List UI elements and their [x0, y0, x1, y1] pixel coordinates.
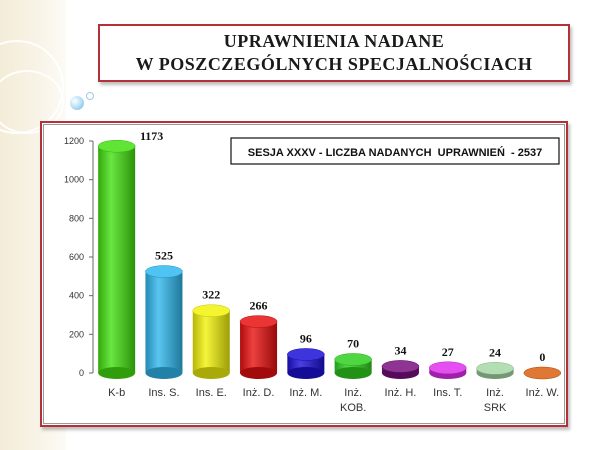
data-label: 266 [250, 299, 268, 313]
category-label: Ins. E. [196, 387, 227, 399]
decorative-bubble [86, 92, 94, 100]
category-label: KOB. [340, 402, 366, 414]
data-labels: 1173 525 322 266 96 70 34 27 24 0 [140, 129, 545, 364]
decorative-bubble [70, 96, 84, 110]
y-tick-label: 800 [69, 213, 84, 223]
category-label: Inż. M. [289, 387, 322, 399]
bar [97, 139, 136, 379]
bar [523, 366, 562, 380]
data-label: 1173 [140, 129, 163, 143]
slide-title-line-1: UPRAWNIENIA NADANE [223, 31, 445, 51]
chart-title: SESJA XXXV - LICZBA NADANYCH UPRAWNIEŃ -… [248, 146, 542, 159]
y-tick-label: 200 [69, 329, 84, 339]
category-label: Ins. T. [433, 387, 462, 399]
y-tick-label: 1200 [64, 136, 84, 146]
y-tick-label: 600 [69, 252, 84, 262]
category-label: Inż. W. [526, 387, 560, 399]
bar [429, 361, 467, 379]
category-labels: K-b Ins. S. Ins. E. Inż. D. Inż. M. Inż. KOB. I… [108, 387, 559, 414]
data-label: 322 [202, 288, 220, 302]
category-label: Ins. S. [148, 387, 179, 399]
y-axis: 0 200 400 600 800 1000 1200 [64, 136, 94, 378]
slide-title-box: UPRAWNIENIA NADANE W POSZCZEGÓLNYCH SPEC… [98, 24, 570, 82]
bar [334, 353, 372, 379]
data-label: 34 [394, 343, 406, 357]
data-label: 70 [347, 336, 359, 350]
data-label: 96 [300, 331, 312, 345]
bar [145, 265, 183, 379]
data-label: 27 [442, 345, 454, 359]
category-label: Inż. D. [243, 387, 275, 399]
category-label: SRK [484, 402, 507, 414]
data-label: 24 [489, 345, 501, 359]
category-label: Inż. [344, 387, 362, 399]
data-label: 525 [155, 249, 173, 263]
bar [239, 315, 278, 379]
data-label: 0 [539, 350, 545, 364]
category-label: Inż. H. [385, 387, 417, 399]
chart-title-box: SESJA XXXV - LICZBA NADANYCH UPRAWNIEŃ -… [230, 137, 560, 165]
bar-series [97, 139, 562, 380]
y-tick-label: 0 [79, 368, 84, 378]
bar [381, 360, 420, 379]
y-tick-label: 1000 [64, 175, 84, 185]
bar [192, 304, 230, 379]
category-label: K-b [108, 387, 125, 399]
bar [476, 362, 514, 379]
slide-title-line-2: W POSZCZEGÓLNYCH SPECJALNOŚCIACH [135, 54, 533, 74]
category-label: Inż. [486, 387, 504, 399]
bar [287, 348, 325, 379]
y-tick-label: 400 [69, 291, 84, 301]
decorative-swirl [0, 70, 64, 134]
